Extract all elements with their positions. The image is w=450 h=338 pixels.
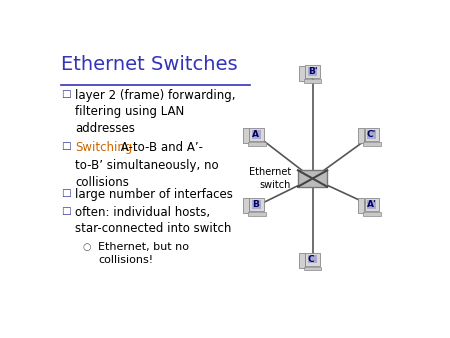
Text: B': B' (308, 67, 317, 76)
Text: large number of interfaces: large number of interfaces (76, 188, 233, 201)
Text: collisions: collisions (76, 176, 129, 189)
FancyBboxPatch shape (252, 200, 261, 209)
Text: C': C' (367, 130, 376, 139)
Text: □: □ (62, 141, 71, 151)
FancyBboxPatch shape (305, 253, 320, 266)
Text: C: C (308, 255, 314, 264)
Text: to-B’ simultaneously, no: to-B’ simultaneously, no (76, 160, 219, 172)
FancyBboxPatch shape (252, 130, 261, 139)
FancyBboxPatch shape (249, 198, 264, 211)
FancyBboxPatch shape (308, 255, 317, 264)
Text: □: □ (62, 206, 71, 216)
FancyBboxPatch shape (364, 128, 379, 141)
FancyBboxPatch shape (358, 128, 364, 143)
Text: A': A' (367, 200, 377, 209)
Text: layer 2 (frame) forwarding,
filtering using LAN
addresses: layer 2 (frame) forwarding, filtering us… (76, 89, 236, 135)
FancyBboxPatch shape (299, 66, 305, 80)
Text: Ethernet Switches: Ethernet Switches (62, 55, 238, 74)
Text: ○: ○ (82, 242, 91, 252)
FancyBboxPatch shape (304, 267, 321, 270)
FancyBboxPatch shape (363, 212, 381, 216)
Text: B: B (252, 200, 259, 209)
Text: □: □ (62, 188, 71, 198)
Text: A: A (252, 130, 259, 139)
FancyBboxPatch shape (304, 79, 321, 83)
FancyBboxPatch shape (243, 198, 249, 213)
FancyBboxPatch shape (308, 68, 317, 76)
FancyBboxPatch shape (367, 200, 376, 209)
Text: A-to-B and A’-: A-to-B and A’- (117, 141, 202, 154)
FancyBboxPatch shape (358, 198, 364, 213)
Text: often: individual hosts,
star-connected into switch: often: individual hosts, star-connected … (76, 206, 232, 235)
FancyBboxPatch shape (367, 130, 376, 139)
FancyBboxPatch shape (305, 66, 320, 78)
FancyBboxPatch shape (363, 142, 381, 146)
Text: □: □ (62, 89, 71, 99)
FancyBboxPatch shape (248, 212, 266, 216)
FancyBboxPatch shape (249, 128, 264, 141)
FancyBboxPatch shape (243, 128, 249, 143)
FancyBboxPatch shape (299, 253, 305, 268)
FancyBboxPatch shape (364, 198, 379, 211)
FancyBboxPatch shape (248, 142, 266, 146)
Text: Ethernet
switch: Ethernet switch (249, 167, 291, 190)
Text: Switching:: Switching: (76, 141, 137, 154)
FancyBboxPatch shape (298, 170, 327, 187)
Text: Ethernet, but no
collisions!: Ethernet, but no collisions! (98, 242, 189, 265)
